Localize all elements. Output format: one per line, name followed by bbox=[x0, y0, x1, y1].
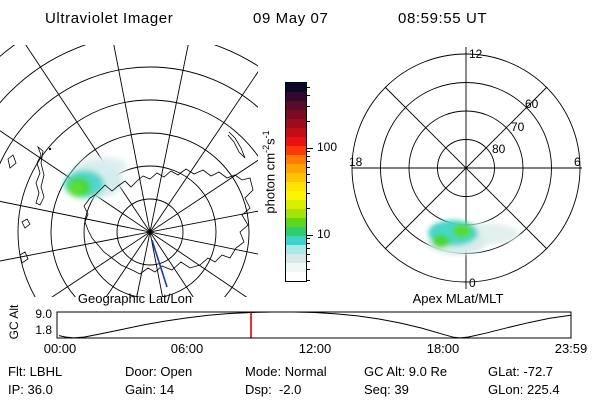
status-seq: Seq: 39 bbox=[364, 382, 409, 397]
colorbar-minor-tick bbox=[307, 105, 310, 107]
colorbar-minor-tick bbox=[307, 155, 310, 157]
apex-caption: Apex MLat/MLT bbox=[412, 291, 504, 306]
colorbar-minor-tick bbox=[307, 151, 310, 153]
colorbar-minor-tick bbox=[307, 182, 310, 184]
status-gain: Gain: 14 bbox=[125, 382, 175, 397]
status-row-1: Flt: LBHL Door: Open Mode: Normal GC Alt… bbox=[0, 364, 600, 380]
mlt-label-0: 0 bbox=[469, 276, 476, 290]
mlt-spokes bbox=[352, 47, 582, 289]
status-door: Door: Open bbox=[125, 364, 193, 379]
orbit-altitude-curve bbox=[58, 311, 571, 339]
colorbar-unit-label: photon cm-2s-1 bbox=[261, 130, 278, 214]
status-row-2: IP: 36.0 Gain: 14 Dsp: -2.0 Seq: 39 GLon… bbox=[0, 382, 600, 398]
xtick-1200: 12:00 bbox=[298, 341, 332, 356]
colorbar-minor-tick bbox=[307, 238, 310, 240]
mlt-label-12: 12 bbox=[469, 47, 483, 61]
colorbar-tick-label: 100 bbox=[317, 140, 338, 154]
colorbar-minor-tick bbox=[307, 160, 310, 162]
colorbar-minor-tick bbox=[307, 269, 310, 271]
orbit-altitude-panel bbox=[56, 311, 572, 339]
status-gcalt: GC Alt: 9.0 Re bbox=[364, 364, 448, 379]
status-dsp: Dsp: -2.0 bbox=[245, 382, 302, 397]
coastlines bbox=[7, 131, 254, 275]
colorbar-major-tick bbox=[307, 147, 313, 149]
orbit-ylabel: GC Alt bbox=[7, 304, 21, 340]
colorbar-minor-tick bbox=[307, 121, 310, 123]
xtick-0600: 06:00 bbox=[170, 341, 204, 356]
geographic-map bbox=[0, 45, 258, 297]
status-glat: GLat: -72.7 bbox=[488, 364, 554, 379]
ytick-low: 1.8 bbox=[35, 323, 52, 337]
time-label: 08:59:55 UT bbox=[398, 10, 488, 27]
status-glon: GLon: 225.4 bbox=[488, 382, 560, 397]
mlat-label-60: 60 bbox=[525, 97, 539, 111]
xtick-2359: 23:59 bbox=[554, 341, 588, 356]
status-ip: IP: 36.0 bbox=[8, 382, 53, 397]
apex-polar-plot: 12 0 18 6 60 70 80 bbox=[349, 47, 582, 290]
mlat-label-70: 70 bbox=[511, 120, 525, 134]
mlat-label-80: 80 bbox=[492, 142, 506, 156]
aurora-patch-apex bbox=[427, 220, 519, 255]
colorbar-minor-tick bbox=[307, 247, 310, 249]
colorbar-minor-tick bbox=[307, 260, 310, 262]
colorbar-gradient bbox=[285, 82, 307, 282]
mlt-label-6: 6 bbox=[574, 155, 581, 169]
colorbar-major-tick bbox=[307, 234, 313, 236]
colorbar-minor-tick bbox=[307, 279, 310, 281]
latitude-circles bbox=[0, 45, 258, 297]
mlt-label-18: 18 bbox=[349, 155, 363, 169]
xtick-0000: 00:00 bbox=[43, 341, 77, 356]
colorbar-minor-tick bbox=[307, 173, 310, 175]
colorbar-minor-tick bbox=[307, 192, 310, 194]
date-label: 09 May 07 bbox=[253, 10, 329, 27]
app-title: Ultraviolet Imager bbox=[45, 10, 174, 27]
colorbar-ticks: 100 10 bbox=[307, 82, 352, 282]
colorbar-minor-tick bbox=[307, 208, 310, 210]
status-flt: Flt: LBHL bbox=[8, 364, 63, 379]
ytick-high: 9.0 bbox=[35, 307, 52, 321]
xtick-1800: 18:00 bbox=[426, 341, 460, 356]
orbit-panel-frame bbox=[56, 311, 572, 339]
colorbar-minor-tick bbox=[307, 166, 310, 168]
aurora-patch-geographic bbox=[64, 157, 127, 198]
colorbar-minor-tick bbox=[307, 86, 310, 88]
colorbar-minor-tick bbox=[307, 95, 310, 97]
colorbar-minor-tick bbox=[307, 253, 310, 255]
meridian-lines bbox=[0, 45, 258, 297]
colorbar-tick-label: 10 bbox=[317, 227, 331, 241]
spacecraft-track bbox=[151, 239, 168, 288]
status-mode: Mode: Normal bbox=[245, 364, 327, 379]
colorbar-minor-tick bbox=[307, 242, 310, 244]
geographic-caption: Geographic Lat/Lon bbox=[77, 291, 193, 306]
